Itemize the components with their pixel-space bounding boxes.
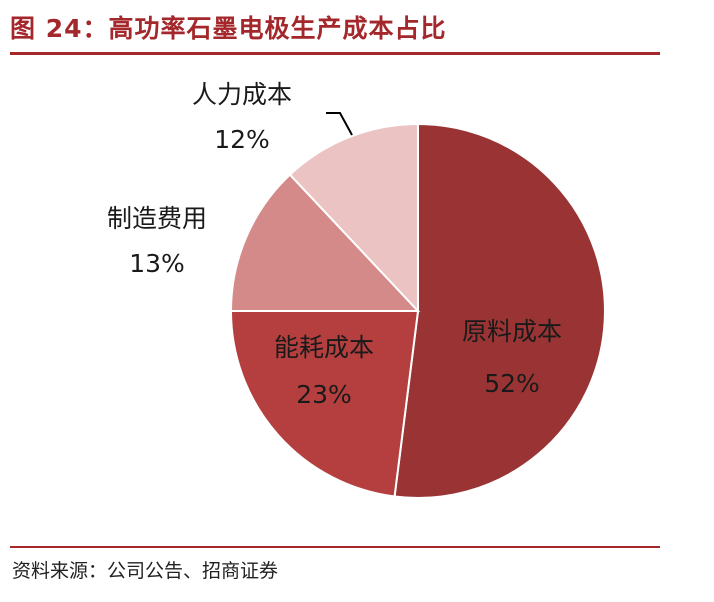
pie-slice-3 bbox=[229, 173, 421, 312]
slice-value-label: 13% bbox=[129, 249, 185, 278]
leader-line-labor bbox=[326, 112, 353, 136]
slice-value-label: 52% bbox=[484, 369, 540, 398]
source-note: 资料来源：公司公告、招商证券 bbox=[12, 560, 279, 582]
slice-category-label: 制造费用 bbox=[107, 204, 207, 233]
source-divider bbox=[10, 546, 660, 548]
slice-category-label: 能耗成本 bbox=[274, 333, 374, 362]
pie-slice-2 bbox=[229, 310, 420, 498]
pie-slice-4 bbox=[288, 122, 419, 314]
pie-labels: 原料成本 52% 能耗成本 23% 制造费用 13% 人力成本 12% bbox=[107, 80, 562, 409]
slice-category-label: 人力成本 bbox=[192, 80, 292, 109]
pie-slices bbox=[229, 122, 606, 499]
pie-slice-1 bbox=[393, 122, 606, 499]
title-divider bbox=[10, 52, 660, 55]
slice-category-label: 原料成本 bbox=[462, 317, 562, 346]
slice-value-label: 12% bbox=[214, 125, 270, 154]
figure-title: 图 24：高功率石墨电极生产成本占比 bbox=[10, 14, 447, 43]
slice-value-label: 23% bbox=[296, 380, 352, 409]
